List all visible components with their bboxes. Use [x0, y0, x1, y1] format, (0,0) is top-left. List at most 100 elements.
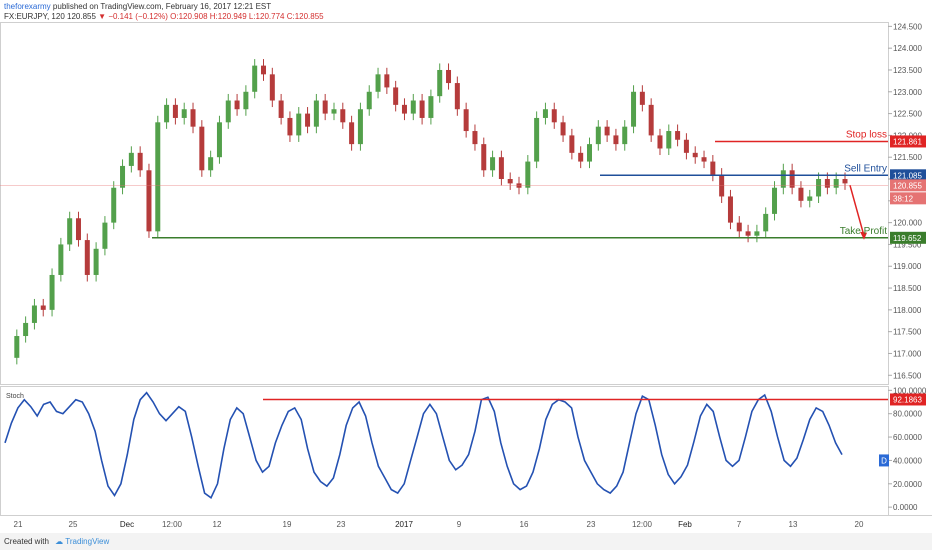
candle-body	[692, 152, 698, 158]
stoch-title: Stoch	[6, 393, 24, 400]
price-tick-label: 124.500	[893, 22, 922, 31]
candle-body	[833, 179, 839, 188]
osc-tick-label: 0.0000	[893, 503, 918, 512]
candle-body	[225, 100, 231, 123]
candle-body	[816, 179, 822, 197]
candle-body	[261, 65, 267, 75]
candle-body	[542, 109, 548, 118]
candle-body	[384, 74, 390, 88]
price-tick-label: 123.000	[893, 88, 922, 97]
price-tick-label: 122.500	[893, 110, 922, 119]
published-info: published on TradingView.com, February 1…	[52, 2, 272, 11]
candle-body	[569, 135, 575, 153]
last-price: 120.855	[67, 12, 96, 21]
tradingview-brand[interactable]: ☁ TradingView	[55, 537, 109, 546]
candle-body	[31, 305, 37, 323]
chart-svg[interactable]: 124.500124.000123.500123.000122.500122.0…	[0, 22, 932, 533]
candle-body	[340, 109, 346, 123]
candle-body	[586, 144, 592, 162]
candle-body	[349, 122, 355, 145]
sell-entry-tag-bg	[890, 169, 926, 182]
candle-body	[155, 122, 161, 232]
candle-body	[622, 126, 628, 145]
target-arrowhead	[860, 231, 867, 240]
candles	[14, 59, 848, 365]
candle-body	[648, 104, 654, 136]
time-tick-label: 12:00	[632, 520, 653, 529]
candle-body	[269, 74, 275, 101]
sell-entry-tag: 121.085	[893, 171, 922, 180]
time-tick-label: 12:00	[162, 520, 183, 529]
candle-body	[243, 91, 249, 110]
candle-body	[208, 157, 214, 171]
osc-tick-label: 20.0000	[893, 480, 922, 489]
candle-body	[454, 83, 460, 110]
time-tick-label: 25	[69, 520, 78, 529]
time-axis: 21 25 Dec 12:00 12 19 23 2017 9 16 23 12:00 Feb 7 13 20	[0, 515, 932, 529]
candle-body	[181, 109, 187, 118]
candle-body	[534, 117, 540, 162]
time-tick-label: 12	[213, 520, 222, 529]
candle-body	[120, 165, 126, 188]
candle-body	[763, 213, 769, 232]
candle-body	[710, 161, 716, 175]
candle-body	[481, 144, 487, 171]
candle-body	[701, 157, 707, 162]
candle-body	[639, 91, 645, 105]
price-panel-frame	[0, 22, 889, 385]
candle-body	[507, 179, 513, 184]
time-tick-label: 13	[789, 520, 798, 529]
candle-body	[842, 179, 848, 184]
take-profit-tag-bg	[890, 231, 926, 244]
osc-tick-label: 100.0000	[893, 386, 927, 395]
ohlc-values: O:120.908 H:120.949 L:120.774 C:120.855	[170, 12, 324, 21]
time-tick-label: 21	[14, 520, 23, 529]
time-tick-label: 20	[855, 520, 864, 529]
stoch-line	[4, 391, 843, 500]
candle-body	[40, 305, 46, 310]
candle-body	[525, 161, 531, 188]
candle-body	[789, 170, 795, 188]
candle-body	[490, 157, 496, 171]
candle-body	[190, 109, 196, 127]
candle-body	[305, 113, 311, 127]
candle-body	[472, 131, 478, 145]
candle-body	[754, 231, 760, 236]
current-price-tag-bg	[890, 179, 926, 192]
current-price-tag: 120.855	[893, 181, 922, 190]
tradingview-cloud-icon: ☁	[55, 537, 64, 546]
created-with-label: Created with	[4, 537, 49, 546]
osc-tick-label: 80.0000	[893, 410, 922, 419]
take-profit-tag: 119.652	[893, 234, 922, 243]
take-profit-label: Take Profit	[840, 226, 887, 237]
author-link[interactable]: theforexarmy	[4, 2, 51, 11]
candle-body	[578, 152, 584, 162]
candle-body	[93, 248, 99, 275]
candle-body	[278, 100, 284, 118]
countdown-tag: 38:12	[893, 194, 914, 203]
candle-body	[393, 87, 399, 105]
candle-body	[102, 222, 108, 249]
candle-body	[736, 222, 742, 232]
price-tick-label: 118.000	[893, 306, 922, 315]
sell-entry-label: Sell Entry	[844, 163, 887, 174]
stoch-d-tag: D	[881, 456, 887, 465]
time-tick-label: Feb	[678, 520, 692, 529]
time-tick-label: 23	[587, 520, 596, 529]
symbol-label[interactable]: FX:EURJPY, 120	[4, 12, 65, 21]
stoch-d-tag-bg[interactable]	[879, 454, 889, 467]
candle-body	[234, 100, 240, 110]
candle-body	[75, 218, 81, 241]
candle-body	[595, 126, 601, 145]
time-tick-label: 7	[737, 520, 742, 529]
candle-body	[67, 218, 73, 245]
candle-body	[296, 113, 302, 136]
candle-body	[375, 74, 381, 92]
candle-body	[252, 65, 258, 92]
candle-body	[366, 91, 372, 110]
candle-body	[287, 117, 293, 136]
footer-bar: Created with ☁ TradingView	[0, 533, 932, 550]
candle-body	[23, 322, 29, 337]
candle-body	[560, 122, 566, 136]
candle-body	[49, 274, 55, 310]
